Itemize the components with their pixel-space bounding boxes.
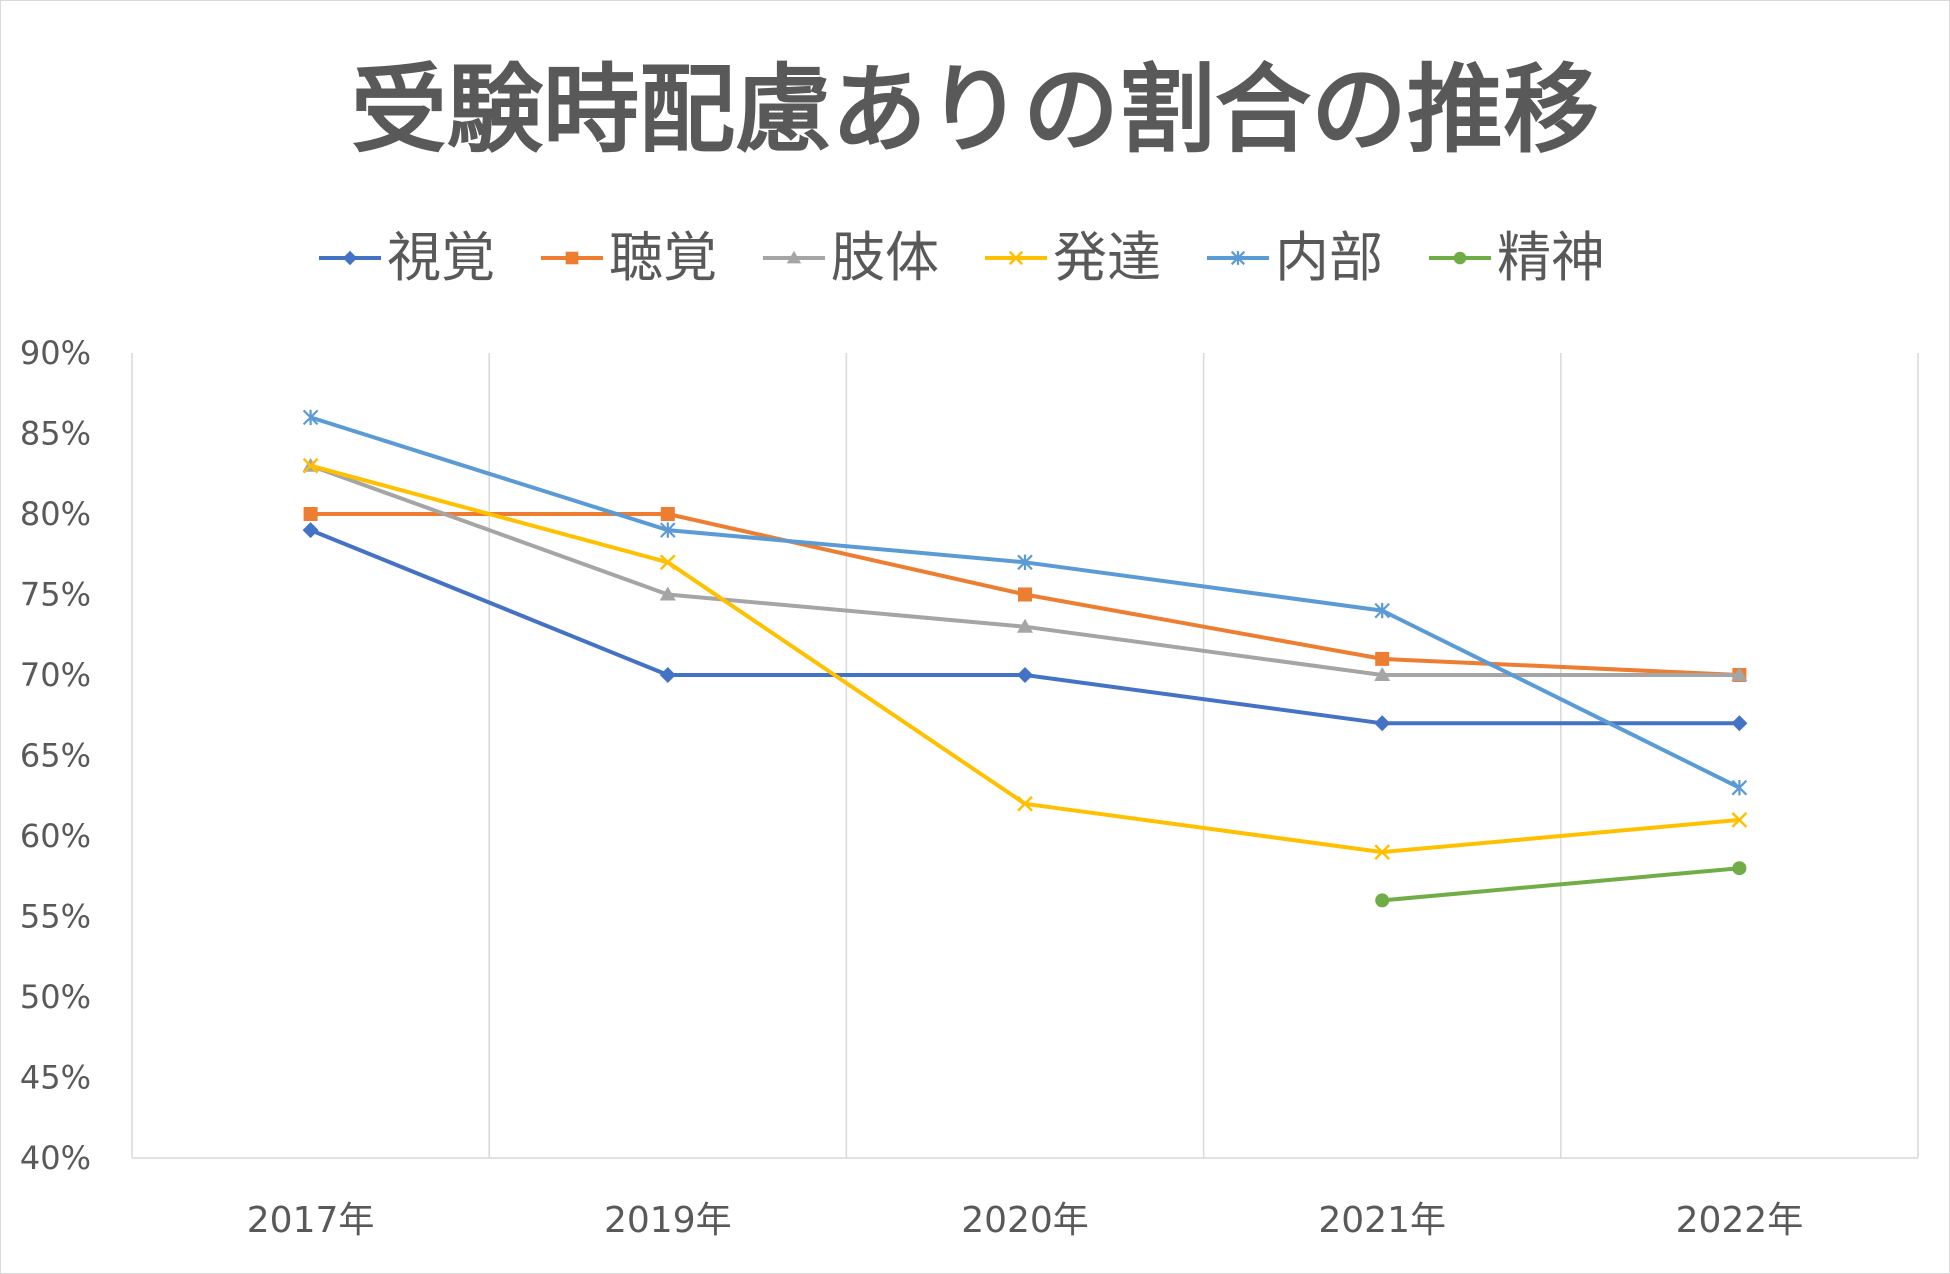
data-point — [786, 250, 802, 264]
data-point — [1731, 779, 1748, 796]
y-tick-label: 70% — [20, 656, 91, 694]
x-tick-label: 2021年 — [1318, 1200, 1446, 1241]
x-tick-label: 2017年 — [247, 1200, 375, 1241]
series-layer — [302, 409, 1748, 908]
series-line — [310, 463, 1740, 855]
data-point — [303, 507, 318, 521]
legend-label: 精神 — [1497, 226, 1605, 289]
series-line — [309, 415, 1741, 790]
legend-item: 内部 — [1207, 226, 1383, 289]
legend-label: 発達 — [1053, 226, 1161, 289]
data-point — [1731, 812, 1748, 828]
y-tick-label: 65% — [20, 737, 91, 775]
series-内部 — [302, 409, 1748, 796]
data-point — [1731, 715, 1748, 732]
data-point — [1374, 715, 1391, 732]
y-tick-label: 60% — [20, 817, 91, 855]
data-point — [1018, 587, 1032, 602]
legend-label: 視覚 — [387, 226, 495, 289]
legend: 視覚 聴覚 肢体 発達 内部 精神 — [319, 226, 1605, 289]
data-point — [1230, 250, 1246, 266]
legend-label: 肢体 — [831, 226, 939, 289]
x-axis: 2017年 2019年 2020年 2021年 2022年 — [247, 1200, 1803, 1241]
data-point — [1731, 667, 1748, 681]
y-tick-label: 40% — [20, 1139, 91, 1177]
series-視覚 — [302, 522, 1748, 732]
legend-item: 聴覚 — [541, 226, 717, 289]
y-tick-label: 45% — [20, 1059, 91, 1097]
legend-item: 肢体 — [763, 226, 939, 289]
series-発達 — [302, 457, 1748, 860]
data-point — [342, 250, 358, 266]
y-tick-label: 55% — [20, 898, 91, 936]
series-聴覚 — [303, 507, 1747, 682]
data-point — [1374, 602, 1390, 619]
gridlines — [131, 353, 1919, 1159]
data-point — [1017, 667, 1033, 683]
data-point — [660, 507, 675, 521]
x-tick-label: 2022年 — [1676, 1200, 1804, 1241]
data-point — [659, 554, 676, 571]
data-point — [1017, 618, 1033, 633]
data-point — [1017, 554, 1033, 571]
data-point — [565, 251, 579, 265]
data-point — [1375, 893, 1390, 908]
data-point — [659, 586, 676, 601]
data-point — [1374, 844, 1391, 860]
series-line — [309, 463, 1740, 677]
data-point — [302, 409, 319, 426]
data-point — [1375, 651, 1390, 666]
data-point — [660, 522, 676, 538]
data-point — [659, 667, 676, 683]
data-point — [1008, 250, 1024, 266]
y-tick-label: 75% — [20, 576, 91, 614]
legend-label: 聴覚 — [609, 226, 717, 289]
series-line — [1382, 866, 1740, 903]
legend-label: 内部 — [1275, 226, 1383, 289]
y-tick-label: 85% — [20, 415, 91, 453]
data-point — [302, 457, 319, 474]
y-tick-label: 90% — [20, 334, 91, 372]
x-tick-label: 2019年 — [604, 1200, 732, 1241]
legend-item: 発達 — [985, 226, 1161, 289]
legend-item: 精神 — [1429, 226, 1605, 289]
legend-item: 視覚 — [319, 226, 495, 289]
data-point — [1374, 667, 1391, 681]
chart-title: 受験時配慮ありの割合の推移 — [351, 54, 1599, 166]
y-tick-label: 50% — [20, 978, 91, 1016]
data-point — [1017, 795, 1033, 812]
x-tick-label: 2020年 — [961, 1200, 1089, 1241]
data-point — [302, 522, 319, 539]
data-point — [1453, 251, 1467, 265]
data-point — [1732, 861, 1747, 876]
y-tick-label: 80% — [20, 495, 91, 533]
y-axis: 40% 45% 50% 55% 60% 65% 70% 75% 80% 85% 90% — [20, 334, 91, 1177]
series-精神 — [1375, 861, 1747, 908]
